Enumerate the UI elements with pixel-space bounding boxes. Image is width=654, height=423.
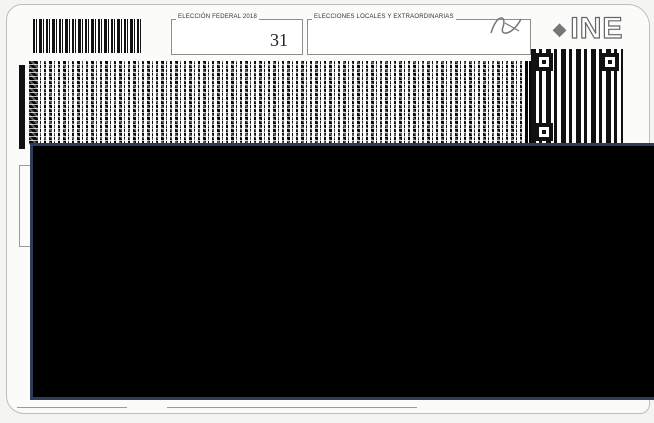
federal-election-value: 31 (270, 30, 288, 50)
pdf417-barcode-texture (29, 61, 523, 145)
qr-finder-icon (601, 53, 619, 71)
bottom-edge-line (17, 407, 127, 408)
left-edge-mark (19, 165, 30, 247)
qr-finder-icon (535, 53, 553, 71)
federal-election-box: ELECCIÓN FEDERAL 2018 31 (171, 14, 303, 55)
federal-election-label: ELECCIÓN FEDERAL 2018 (176, 14, 260, 20)
ine-logo: ◆ INE (541, 11, 635, 45)
ine-logo-text: INE (570, 11, 624, 45)
qr-finder-icon (535, 123, 553, 141)
linear-barcode (33, 19, 141, 53)
qr-code (531, 49, 623, 145)
ine-logo-icon: ◆ (552, 18, 567, 39)
left-black-strip (19, 65, 25, 149)
signature-mark (490, 17, 522, 34)
redaction-block (30, 143, 654, 400)
bottom-edge-line (167, 407, 417, 408)
local-elections-label: ELECCIONES LOCALES Y EXTRAORDINARIAS (312, 14, 456, 20)
